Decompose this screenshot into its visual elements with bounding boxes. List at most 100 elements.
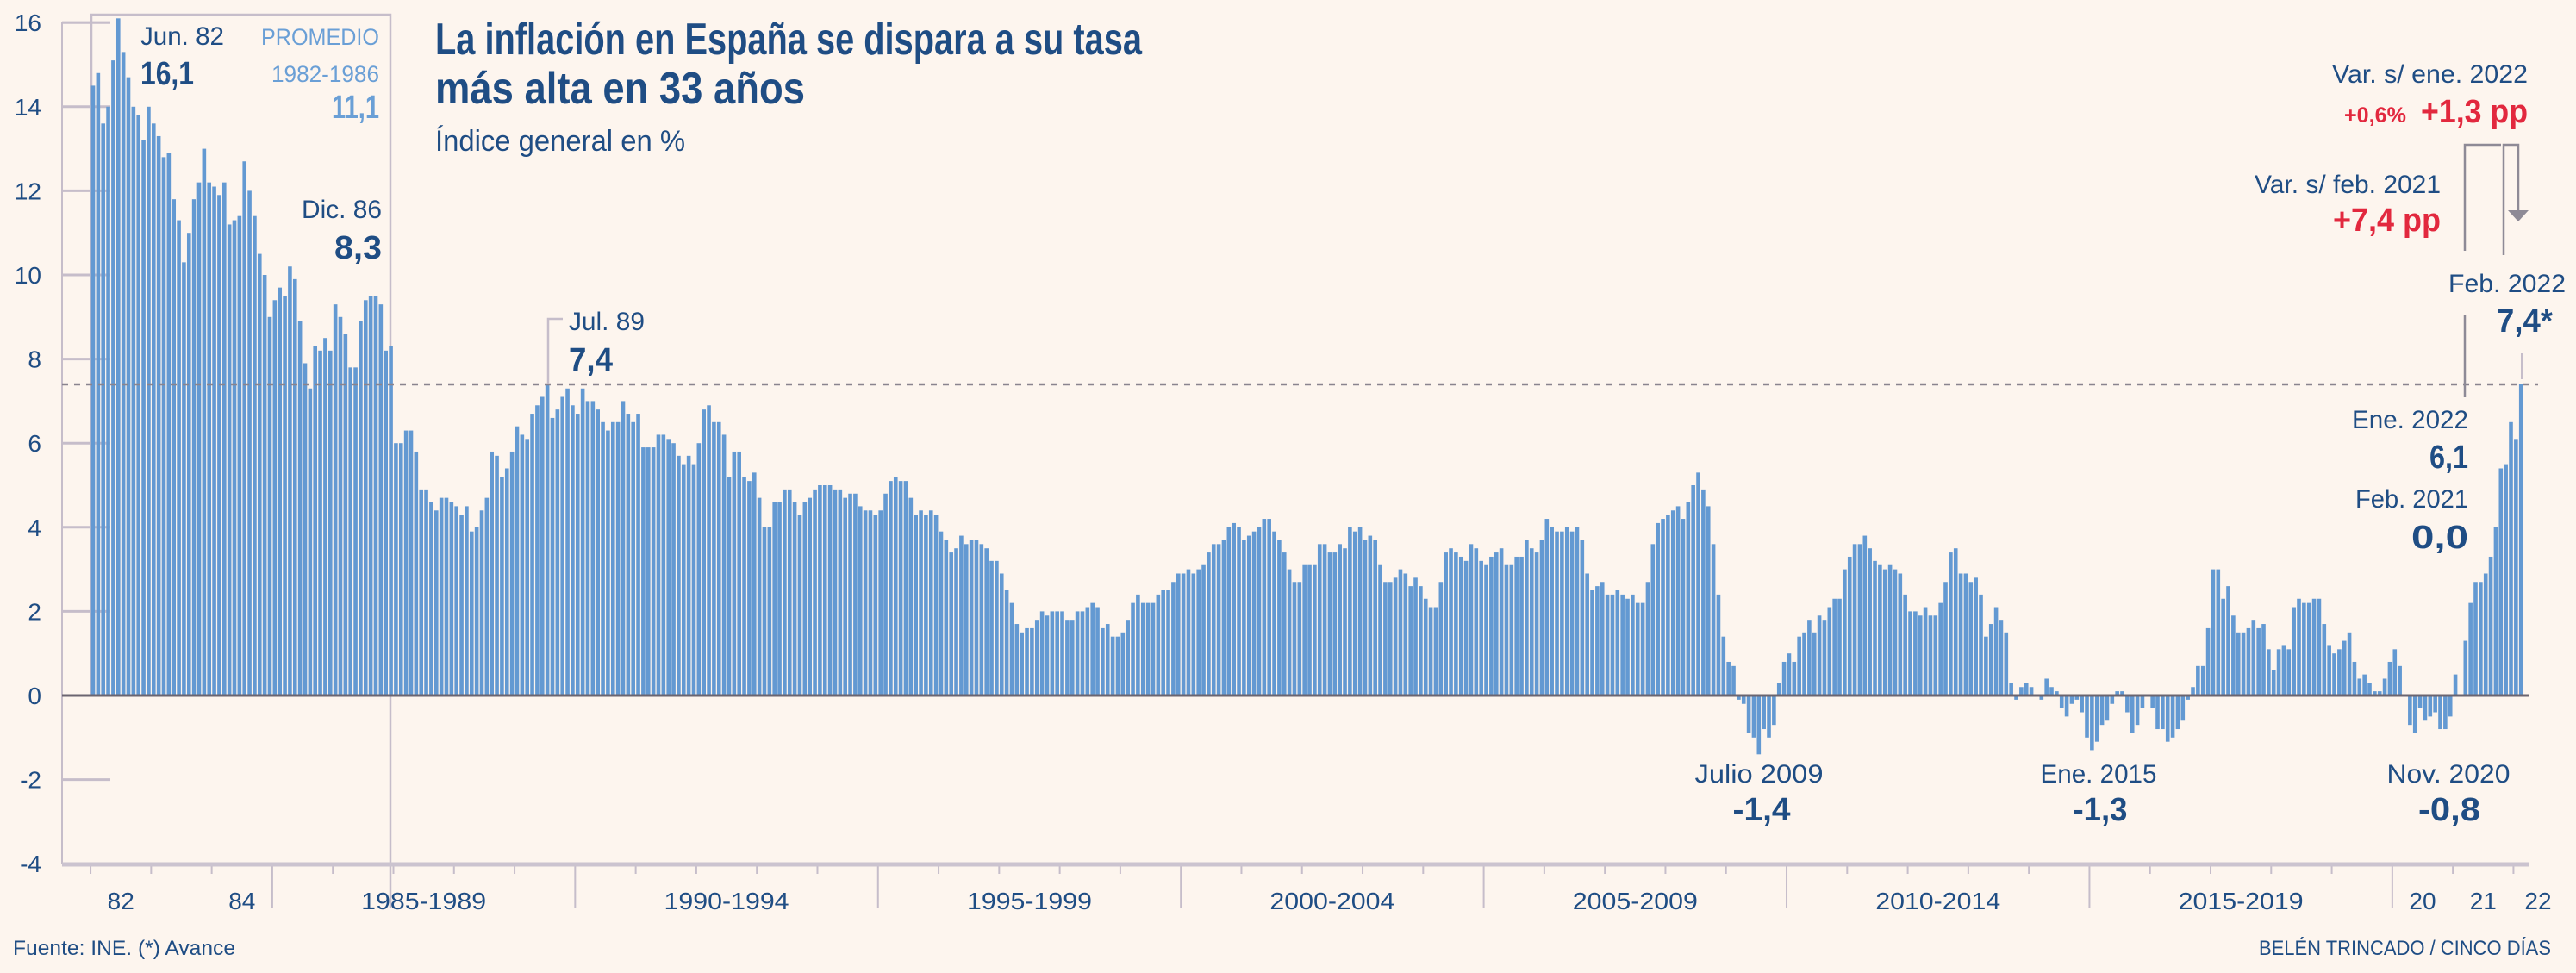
bar: [2009, 683, 2013, 695]
bar: [1504, 564, 1509, 695]
bar: [2055, 691, 2059, 695]
bar: [641, 447, 646, 695]
bar: [429, 502, 433, 695]
bar: [1746, 695, 1751, 733]
bar: [2412, 695, 2417, 733]
jul89-leader: [546, 317, 563, 384]
bar: [914, 515, 918, 695]
bar: [1600, 582, 1605, 695]
bar: [1544, 519, 1550, 695]
bar: [1675, 506, 1681, 695]
bar: [1943, 582, 1948, 695]
bar: [1656, 522, 1660, 695]
bar: [797, 515, 802, 695]
bar: [1398, 569, 1403, 695]
bar: [1014, 624, 1020, 695]
bar: [1988, 624, 1993, 695]
bar: [2150, 695, 2155, 708]
bar: [1741, 695, 1746, 704]
bar: [2453, 674, 2458, 695]
var-feb21-bracket: [2463, 143, 2501, 251]
bar: [1262, 519, 1267, 695]
bar: [2518, 384, 2523, 695]
bar: [308, 388, 313, 695]
bar: [348, 367, 353, 695]
bar: [1852, 544, 1857, 695]
bar: [1080, 611, 1085, 695]
bar: [2438, 695, 2442, 730]
bar: [247, 190, 252, 695]
bar: [449, 502, 454, 695]
bar: [500, 477, 504, 695]
bar: [2483, 573, 2488, 695]
bar: [949, 552, 953, 695]
bar: [1737, 695, 1741, 700]
bar: [671, 443, 676, 695]
bar: [1590, 590, 1594, 695]
bar: [1025, 627, 1029, 695]
bar: [161, 157, 166, 696]
jan15-value: -1,3: [2074, 792, 2128, 828]
bar: [1847, 556, 1852, 695]
bar: [1822, 620, 1827, 695]
bar: [2024, 683, 2029, 695]
bar: [1313, 564, 1317, 695]
bar: [1186, 569, 1191, 695]
bar: [1191, 573, 1196, 695]
bar: [1428, 607, 1433, 695]
dec86-value: 8,3: [334, 230, 382, 266]
bar: [2286, 649, 2292, 695]
bar: [1731, 665, 1736, 695]
bar: [636, 414, 640, 695]
bar: [1034, 620, 1039, 695]
bar: [318, 350, 322, 695]
bar: [1136, 594, 1140, 695]
bar: [2337, 649, 2342, 695]
bar: [267, 316, 272, 695]
bar: [1812, 632, 1817, 695]
bar: [2271, 670, 2276, 695]
bar: [525, 439, 530, 695]
x-axis-label: 2010-2014: [1875, 888, 2000, 914]
feb21-value: 0,0: [2411, 520, 2468, 556]
bar: [2110, 695, 2115, 704]
bar: [2180, 695, 2186, 721]
bar: [2120, 691, 2124, 695]
bar: [363, 300, 368, 695]
bar: [767, 527, 772, 695]
x-axis-label: 2005-2009: [1573, 888, 1698, 914]
bar: [2135, 695, 2140, 726]
bar: [1020, 632, 1024, 695]
bar: [919, 510, 923, 695]
bar: [2044, 678, 2049, 695]
bar: [1055, 611, 1059, 695]
bar: [1216, 544, 1221, 695]
bar: [1958, 573, 1963, 695]
bar: [111, 60, 115, 696]
bar: [1226, 527, 1232, 695]
bar: [1862, 535, 1868, 695]
bar: [2175, 695, 2180, 730]
bar: [898, 481, 903, 695]
bar: [1317, 544, 1322, 695]
bar: [1348, 527, 1352, 695]
bar: [1817, 615, 1822, 695]
bar: [1827, 607, 1832, 695]
chart-guides: [61, 13, 2529, 908]
bar: [1519, 556, 1524, 695]
bar: [202, 148, 207, 696]
x-axis-label: 1985-1989: [361, 888, 486, 914]
bar: [1327, 552, 1332, 695]
bar: [1207, 552, 1211, 695]
bar: [2115, 691, 2119, 695]
bar: [822, 485, 827, 695]
bar: [297, 321, 303, 695]
footer-credit: BELÉN TRINCADO / CINCO DÍAS: [2259, 937, 2551, 960]
bar: [772, 502, 777, 695]
bar: [1156, 594, 1161, 695]
bar: [873, 515, 878, 695]
bar: [2408, 695, 2412, 726]
bar: [702, 409, 706, 695]
bar: [1898, 573, 1903, 695]
